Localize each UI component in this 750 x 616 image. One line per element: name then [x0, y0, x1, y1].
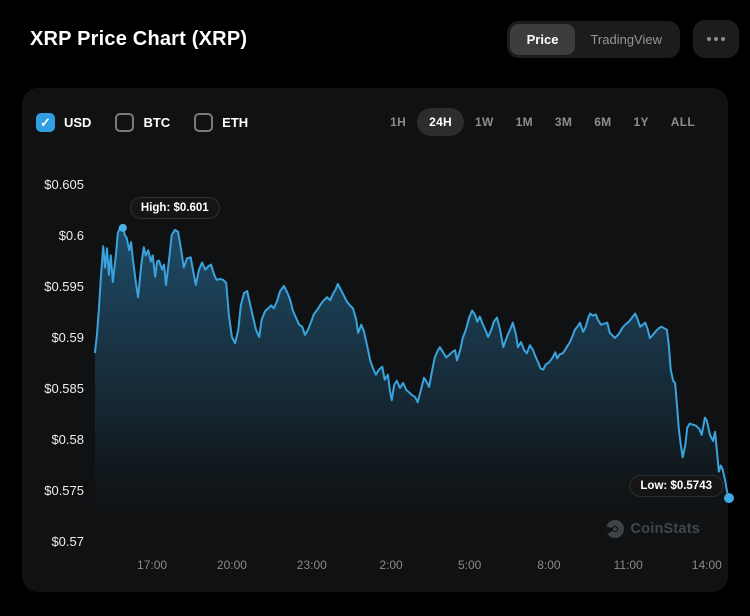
- x-axis-label: 14:00: [691, 558, 722, 572]
- y-axis-label: $0.605: [44, 177, 84, 192]
- range-24h[interactable]: 24H: [417, 108, 465, 136]
- x-axis-label: 17:00: [137, 558, 168, 572]
- eth-checkbox[interactable]: ETH: [194, 112, 249, 132]
- x-axis-label: 2:00: [379, 558, 403, 572]
- x-axis-label: 11:00: [613, 558, 643, 572]
- y-axis-label: $0.58: [51, 432, 84, 447]
- high-tooltip: High: $0.601: [129, 196, 220, 219]
- x-axis-label: 5:00: [458, 558, 482, 572]
- range-1y[interactable]: 1Y: [622, 108, 659, 136]
- low-tooltip: Low: $0.5743: [629, 475, 723, 498]
- watermark-label: CoinStats: [630, 521, 700, 537]
- range-1h[interactable]: 1H: [379, 108, 417, 136]
- y-axis-label: $0.585: [44, 381, 84, 396]
- range-selector: 1H 24H 1W 1M 3M 6M 1Y ALL: [379, 108, 706, 136]
- range-1m[interactable]: 1M: [505, 108, 544, 136]
- x-axis-label: 8:00: [537, 558, 561, 572]
- currency-label-eth: ETH: [222, 114, 249, 130]
- range-1w[interactable]: 1W: [464, 108, 505, 136]
- btc-checkbox[interactable]: BTC: [115, 112, 171, 132]
- x-axis-label: 20:00: [216, 558, 247, 572]
- y-axis-label: $0.6: [58, 228, 84, 243]
- checkbox-unchecked-icon: [115, 112, 135, 132]
- chart-controls-row: ✓ USD BTC ETH 1H 24H 1W 1M 3M 6M 1Y ALL: [22, 88, 728, 136]
- chart-line: [94, 224, 730, 500]
- range-6m[interactable]: 6M: [583, 108, 622, 136]
- header: XRP Price Chart (XRP) Price TradingView: [0, 0, 750, 78]
- usd-checkbox[interactable]: ✓ USD: [36, 112, 92, 132]
- high-point-marker: [118, 223, 127, 232]
- chart-card: ✓ USD BTC ETH 1H 24H 1W 1M 3M 6M 1Y ALL: [22, 88, 734, 592]
- currency-label-usd: USD: [64, 114, 92, 130]
- y-axis-label: $0.57: [51, 534, 84, 549]
- price-chart-canvas: [94, 223, 734, 560]
- low-point-marker: [724, 493, 734, 504]
- range-all[interactable]: ALL: [660, 108, 706, 136]
- x-axis-label: 23:00: [296, 558, 327, 572]
- page-title: XRP Price Chart (XRP): [30, 27, 248, 50]
- tab-tradingview[interactable]: TradingView: [575, 24, 677, 55]
- price-chart[interactable]: High: $0.601 Low: $0.5743 CoinStats $0.6…: [22, 88, 734, 592]
- ellipsis-icon: [707, 37, 725, 41]
- coinstats-logo-icon: [605, 520, 624, 538]
- y-axis-label: $0.575: [44, 483, 84, 498]
- checkbox-checked-icon: ✓: [36, 112, 55, 132]
- chart-view-toggle: Price TradingView: [506, 20, 680, 58]
- y-axis-label: $0.595: [44, 279, 84, 294]
- tab-price[interactable]: Price: [509, 23, 576, 55]
- coinstats-watermark: CoinStats: [605, 520, 700, 538]
- currency-toggles: ✓ USD BTC ETH: [36, 112, 249, 132]
- currency-label-btc: BTC: [143, 114, 171, 130]
- more-options-button[interactable]: [693, 20, 739, 58]
- chart-area-fill: [95, 225, 729, 560]
- y-axis-label: $0.59: [51, 330, 84, 345]
- checkbox-unchecked-icon: [194, 112, 214, 132]
- range-3m[interactable]: 3M: [544, 108, 583, 136]
- header-controls: Price TradingView: [506, 20, 739, 58]
